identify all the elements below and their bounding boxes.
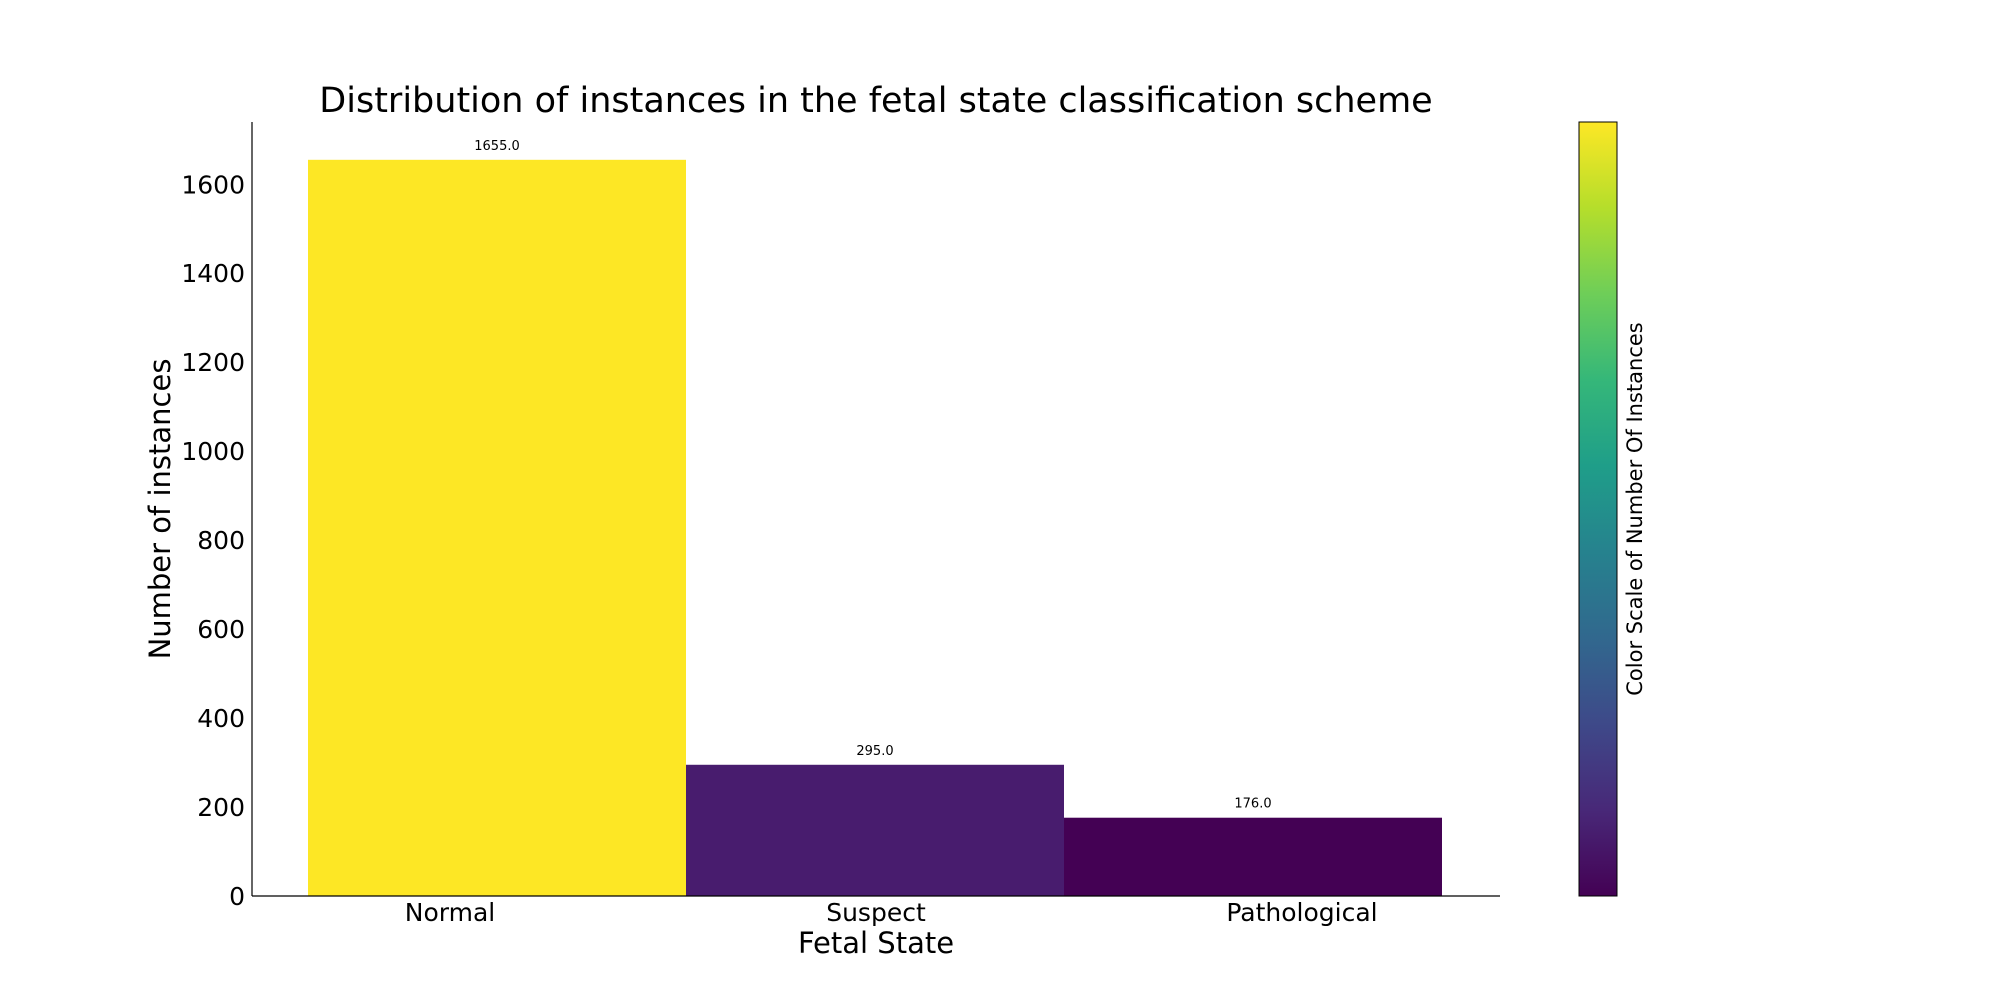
x-tick-label-pathological: Pathological — [1226, 898, 1377, 927]
colorbar-label: Color Scale of Number Of Instances — [1623, 322, 1647, 696]
data-labels-layer: 1655.0 295.0 176.0 — [474, 139, 1271, 812]
y-tick-label: 1000 — [181, 437, 245, 466]
x-axis-label: Fetal State — [798, 926, 954, 960]
data-label-pathological: 176.0 — [1234, 797, 1271, 812]
bars-layer — [308, 159, 1442, 896]
chart-title: Distribution of instances in the fetal s… — [319, 81, 1432, 121]
y-tick-label: 200 — [197, 793, 245, 822]
bar-normal — [308, 159, 686, 896]
x-axis-ticks: Normal Suspect Pathological — [405, 898, 1378, 927]
y-tick-label: 1400 — [181, 259, 245, 288]
y-tick-label: 1200 — [181, 348, 245, 377]
y-axis-ticks: 0 200 400 600 800 1000 1200 1400 1600 — [181, 170, 245, 911]
colorbar — [1578, 121, 1618, 897]
x-tick-label-suspect: Suspect — [826, 898, 926, 927]
data-label-normal: 1655.0 — [474, 139, 520, 154]
bar-pathological — [1064, 817, 1442, 896]
y-tick-label: 600 — [197, 615, 245, 644]
bar-suspect — [686, 764, 1064, 896]
x-tick-label-normal: Normal — [405, 898, 495, 927]
y-tick-label: 1600 — [181, 170, 245, 199]
y-tick-label: 400 — [197, 704, 245, 733]
y-axis-label: Number of instances — [143, 359, 177, 660]
y-tick-label: 0 — [229, 882, 245, 911]
data-label-suspect: 295.0 — [856, 744, 893, 759]
y-tick-label: 800 — [197, 526, 245, 555]
